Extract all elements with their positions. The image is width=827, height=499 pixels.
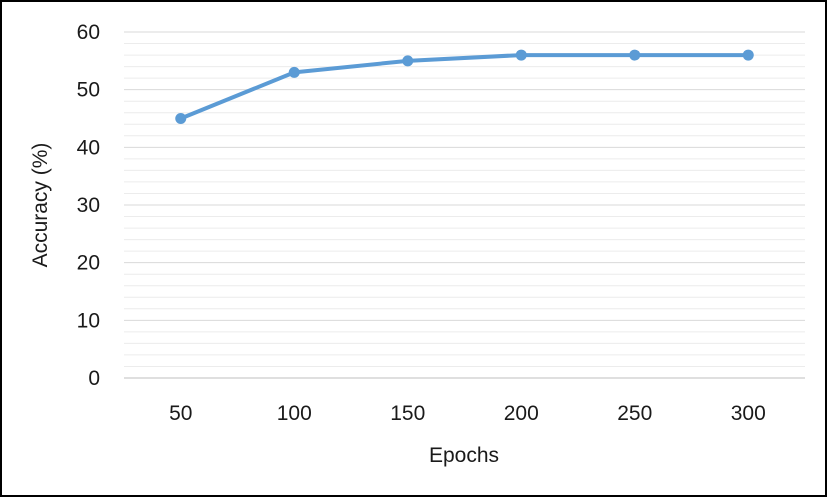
x-axis-title: Epochs xyxy=(429,444,499,467)
y-axis-title: Accuracy (%) xyxy=(29,143,52,268)
x-tick-label: 250 xyxy=(617,402,652,425)
y-axis-tick-labels: 0 10 20 30 40 50 60 xyxy=(77,21,100,390)
data-point xyxy=(515,49,527,61)
x-tick-label: 200 xyxy=(504,402,539,425)
x-tick-label: 100 xyxy=(277,402,312,425)
y-tick-label: 50 xyxy=(77,79,100,102)
x-axis-tick-labels: 50 100 150 200 250 300 xyxy=(169,402,766,425)
x-tick-label: 50 xyxy=(169,402,192,425)
y-tick-label: 40 xyxy=(77,136,100,159)
y-tick-label: 30 xyxy=(77,194,100,217)
series-layer xyxy=(175,49,754,124)
series-line xyxy=(178,53,751,121)
x-tick-label: 150 xyxy=(390,402,425,425)
data-point xyxy=(288,66,300,78)
x-tick-label: 300 xyxy=(731,402,766,425)
data-point xyxy=(629,49,641,61)
data-point xyxy=(742,49,754,61)
gridlines xyxy=(124,31,805,379)
y-tick-label: 20 xyxy=(77,252,100,275)
y-tick-label: 0 xyxy=(88,367,100,390)
y-tick-label: 60 xyxy=(77,21,100,44)
data-point xyxy=(402,55,414,67)
data-point xyxy=(175,113,187,124)
y-tick-label: 10 xyxy=(77,309,100,332)
